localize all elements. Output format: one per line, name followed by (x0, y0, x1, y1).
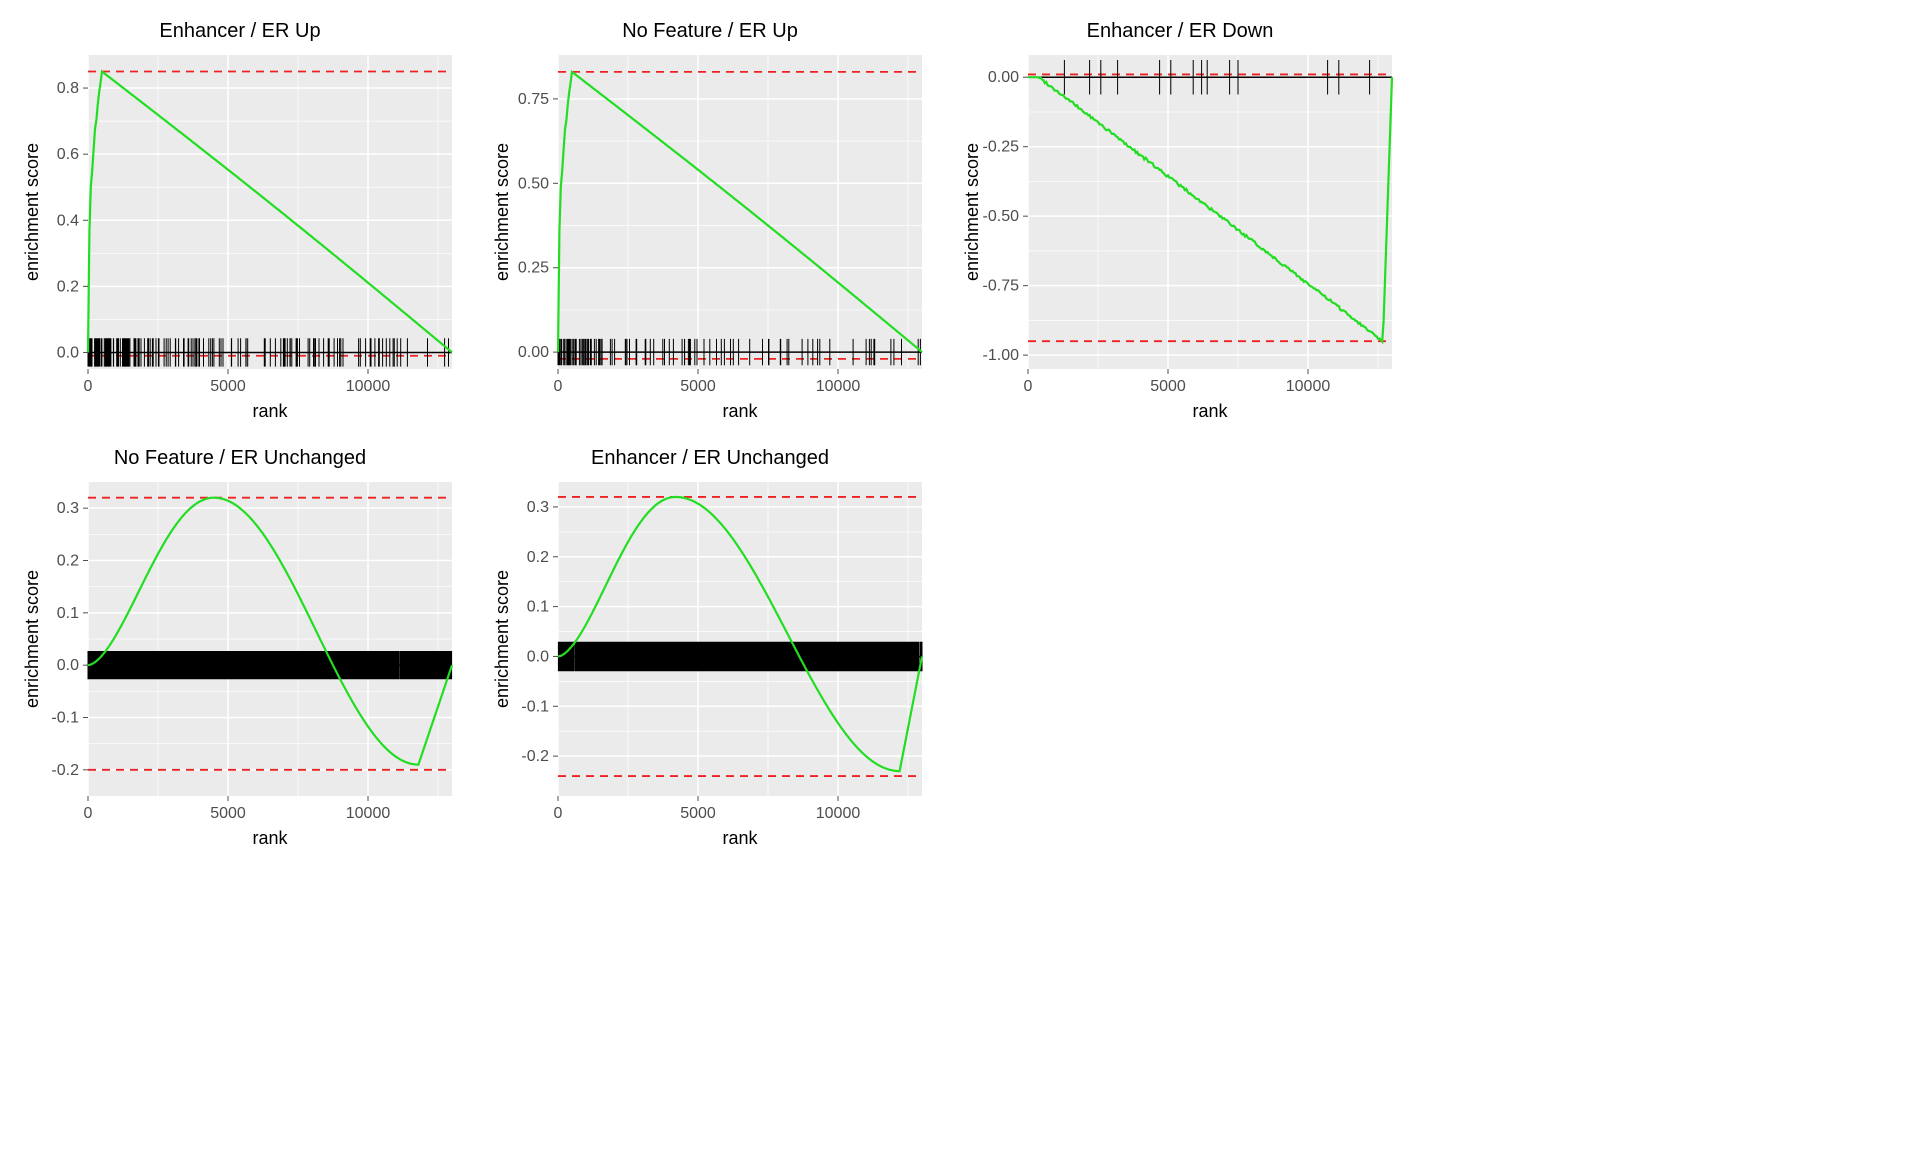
plot-background (558, 482, 922, 796)
x-tick-label: 5000 (210, 378, 246, 395)
rank-ticks (558, 642, 922, 672)
gsea-plot: 0 5000 10000 rank -0.2 -0.1 0.0 0.1 0.2 0.3 enrich… (20, 474, 460, 854)
y-tick-label: 0.3 (527, 499, 549, 516)
gsea-panel: No Feature / ER Unchanged 0 5000 10000 rank -… (20, 447, 460, 854)
x-tick-label: 5000 (680, 378, 716, 395)
y-tick-label: -0.50 (983, 208, 1020, 225)
y-tick-label: -0.1 (51, 710, 79, 727)
x-tick-label: 0 (554, 805, 563, 822)
panel-title: Enhancer / ER Unchanged (591, 447, 829, 470)
y-tick-label: 0.50 (518, 175, 549, 192)
y-tick-label: 0.0 (57, 344, 79, 361)
y-tick-label: 0.00 (518, 344, 549, 361)
gsea-panel: No Feature / ER Up 0 5000 10000 rank 0.00 0.25… (490, 20, 930, 427)
y-tick-label: 0.25 (518, 260, 549, 277)
plot-background (1028, 55, 1392, 369)
y-axis-label: enrichment score (962, 143, 982, 281)
y-tick-label: 0.8 (57, 80, 79, 97)
y-tick-label: 0.3 (57, 500, 79, 517)
y-tick-label: 0.4 (57, 212, 79, 229)
y-tick-label: 0.2 (527, 549, 549, 566)
y-tick-label: -0.75 (983, 278, 1020, 295)
rank-ticks (88, 651, 452, 679)
x-tick-label: 0 (84, 805, 93, 822)
y-tick-label: 0.0 (57, 657, 79, 674)
x-tick-label: 10000 (346, 378, 391, 395)
x-tick-label: 0 (554, 378, 563, 395)
gsea-plot: 0 5000 10000 rank -0.2 -0.1 0.0 0.1 0.2 0.3 enrich… (490, 474, 930, 854)
y-tick-label: -0.1 (521, 698, 549, 715)
gsea-panel: Enhancer / ER Up0500010000rank0.00.20.40… (20, 20, 460, 427)
x-tick-label: 0 (1024, 378, 1033, 395)
x-tick-label: 5000 (680, 805, 716, 822)
gsea-panel: Enhancer / ER Down 0 5000 10000 rank -1.00 -0.… (960, 20, 1400, 427)
y-tick-label: 0.2 (57, 553, 79, 570)
x-tick-label: 0 (84, 378, 93, 395)
y-tick-label: 0.6 (57, 146, 79, 163)
y-tick-label: -1.00 (983, 347, 1020, 364)
y-tick-label: -0.25 (983, 139, 1020, 156)
y-axis-label: enrichment score (492, 143, 512, 281)
y-tick-label: 0.75 (518, 91, 549, 108)
panel-title: Enhancer / ER Down (1087, 20, 1274, 43)
x-tick-label: 5000 (210, 805, 246, 822)
y-axis-label: enrichment score (492, 570, 512, 708)
x-axis-label: rank (722, 401, 758, 421)
gsea-plot: 0 5000 10000 rank -1.00 -0.75 -0.50 -0.25 0.00 en… (960, 47, 1400, 427)
x-tick-label: 10000 (816, 378, 861, 395)
panel-title: No Feature / ER Up (622, 20, 798, 43)
y-tick-label: 0.1 (57, 605, 79, 622)
x-tick-label: 10000 (1286, 378, 1331, 395)
panel-title: No Feature / ER Unchanged (114, 447, 366, 470)
x-tick-label: 10000 (816, 805, 861, 822)
gsea-panel: Enhancer / ER Unchanged 0 5000 10000 rank -0.… (490, 447, 930, 854)
y-tick-label: 0.1 (527, 599, 549, 616)
x-axis-label: rank (722, 828, 758, 848)
x-axis-label: rank (1192, 401, 1228, 421)
x-axis-label: rank (252, 401, 288, 421)
y-tick-label: -0.2 (521, 748, 549, 765)
gsea-plot: 0 5000 10000 rank 0.00 0.25 0.50 0.75 enrichment… (490, 47, 930, 427)
y-axis-label: enrichment score (22, 570, 42, 708)
y-tick-label: 0.0 (527, 648, 549, 665)
gsea-panel-grid: Enhancer / ER Up0500010000rank0.00.20.40… (20, 20, 1400, 840)
gsea-plot: 0 5000 10000 rank 0.0 0.2 0.4 0.6 0.8 enrichment … (20, 47, 460, 427)
y-tick-label: 0.00 (988, 69, 1019, 86)
y-axis-label: enrichment score (22, 143, 42, 281)
y-tick-label: 0.2 (57, 278, 79, 295)
x-tick-label: 10000 (346, 805, 391, 822)
x-axis-label: rank (252, 828, 288, 848)
x-tick-label: 5000 (1150, 378, 1186, 395)
panel-title: Enhancer / ER Up (159, 20, 320, 43)
y-tick-label: -0.2 (51, 762, 79, 779)
